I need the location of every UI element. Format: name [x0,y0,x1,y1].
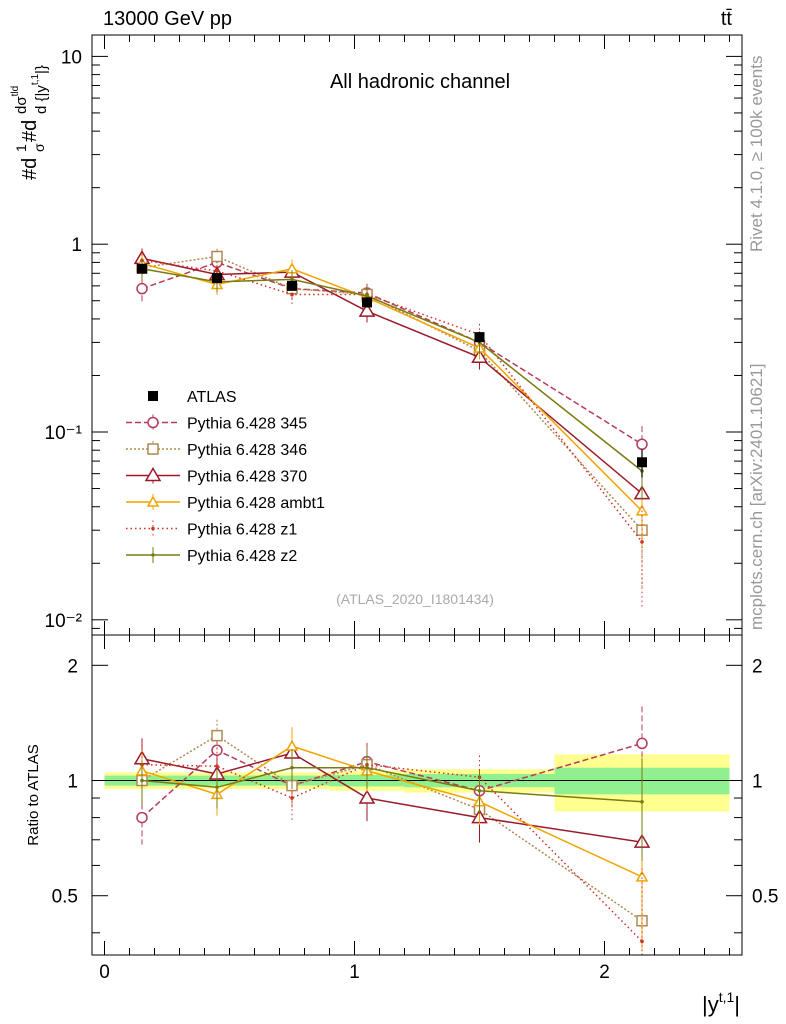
series-line-ambt1 [141,262,643,512]
series-point-p345 [136,282,148,295]
ratio-point-z1 [215,764,219,768]
energy-label: 13000 GeV pp [103,8,232,30]
legend-marker-ambt1 [146,495,160,507]
data-point [637,457,647,468]
svg-text:σ: σ [31,143,47,152]
y-tick-label: 10⁻² [45,611,83,632]
process-label: tt̄ [721,8,733,30]
series-line-p370 [141,257,643,495]
ratio-tick-label: 2 [67,656,78,677]
legend-label-p370: Pythia 6.428 370 [187,469,307,486]
ratio-line-p345 [141,742,643,819]
ratio-point-p345 [136,811,148,824]
legend-marker-p345 [147,416,159,429]
ratio-point-z2 [140,778,144,783]
ratio-frame [91,634,743,956]
main-axes: 10⁻² 10⁻¹ 1 10 [45,35,742,635]
ratio-point-p345 [636,737,648,750]
ratio-line-p370 [141,752,643,843]
series-point-p345 [636,438,648,451]
legend-marker-atlas [148,391,158,401]
main-ylabel: #d 1 σ #d dσtld d {|yt,1|} [10,65,50,180]
ratio-line-z2 [141,766,643,803]
x-tick-label: 0 [99,962,110,983]
ratio-point-p346 [211,729,223,742]
legend-label-z2: Pythia 6.428 z2 [187,548,297,565]
ratio-tick-label: 1 [67,772,78,793]
series-point-z2 [365,294,369,298]
data-point [362,297,372,308]
series-point-ambt1 [635,504,649,516]
svg-text:#d: #d [19,158,41,180]
main-frame [91,34,743,636]
mcplots-label: mcplots.cern.ch [arXiv:2401.10621] [747,364,766,630]
ratio-point-ambt1 [285,739,299,751]
series-line-z1 [141,259,643,543]
data-point [287,280,297,291]
legend-marker-z1 [151,526,155,531]
svg-text:1: 1 [13,144,29,152]
svg-text:d {|yt,1|}: d {|yt,1|} [30,65,50,114]
series-point-z1 [215,269,219,273]
ratio-point-p370 [358,789,376,804]
ratio-point-z2 [365,765,369,770]
main-series-layer [133,248,651,607]
data-point [137,263,147,274]
ratio-tick-label-right: 1 [752,772,763,793]
ratio-point-z2 [290,765,294,770]
legend-label-p345: Pythia 6.428 345 [187,416,307,433]
ratio-tick-label-right: 0.5 [752,887,778,908]
ratio-line-ambt1 [141,745,643,878]
y-tick-label: 1 [71,235,82,256]
ratio-point-z2 [477,788,482,793]
legend-marker-p370 [144,467,162,482]
series-point-p346 [211,250,223,263]
ratio-ylabel: Ratio to ATLAS [25,744,42,845]
ratio-point-p345 [211,744,223,756]
rivet-version-label: Rivet 4.1.0, ≥ 100k events [747,56,766,252]
chart-title: All hadronic channel [330,71,510,93]
series-point-p370 [358,302,376,317]
ratio-axes: 0 1 2 0.5 0.5 1 1 2 2 [52,635,778,983]
svg-text:#d: #d [19,120,41,142]
ratio-point-z1 [290,796,294,800]
legend-label-z1: Pythia 6.428 z1 [187,522,297,539]
legend: ATLAS Pythia 6.428 345 Pythia 6.428 346 Pyt… [126,389,325,565]
series-point-z2 [290,277,294,282]
data-point [212,273,222,284]
series-line-p345 [141,261,643,445]
legend-marker-z2 [151,553,155,557]
ratio-point-z1 [640,939,644,944]
series-point-z1 [290,292,294,297]
y-tick-label: 10 [61,47,82,68]
data-point [474,332,485,343]
ratio-tick-label: 0.5 [52,887,78,908]
ratio-tick-label-right: 2 [752,656,763,677]
ratio-point-ambt1 [635,870,649,882]
x-axis-label: |yt,1| [702,989,740,1017]
legend-label-p346: Pythia 6.428 346 [187,442,307,459]
legend-marker-p346 [147,443,159,455]
x-tick-label: 2 [599,962,610,983]
series-line-z2 [141,268,643,472]
x-tick-label: 1 [349,962,360,983]
legend-label-ambt1: Pythia 6.428 ambt1 [187,495,325,512]
y-tick-label: 10⁻¹ [45,423,83,444]
ratio-point-z2 [640,799,644,804]
ratio-uncertainty-bands [92,754,742,812]
series-point-z1 [640,540,644,544]
ratio-series-layer [133,706,651,955]
ratio-point-z2 [215,785,219,790]
analysis-tag: (ATLAS_2020_I1801434) [336,591,494,607]
legend-label-atlas: ATLAS [187,389,237,406]
svg-text:dσtld: dσtld [10,86,30,114]
